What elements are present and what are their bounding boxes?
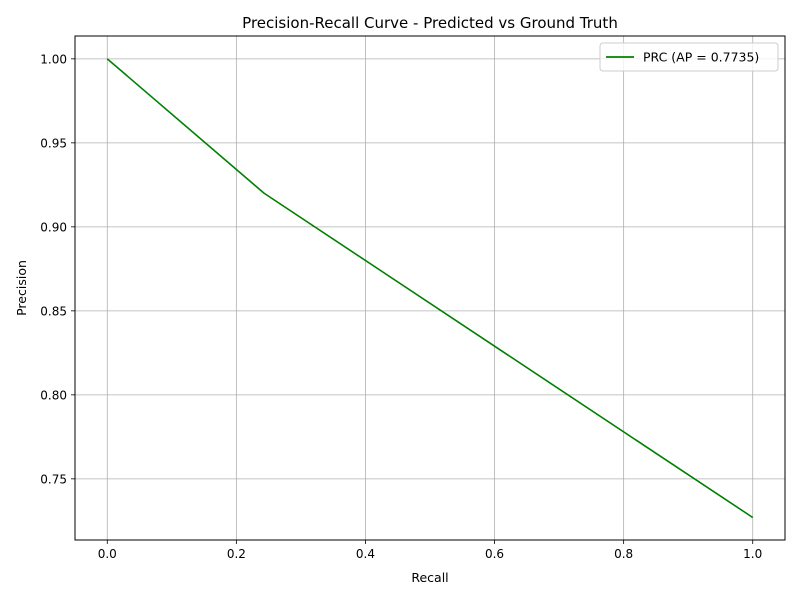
x-tick-label: 0.0 (98, 547, 117, 561)
chart-title: Precision-Recall Curve - Predicted vs Gr… (242, 14, 618, 32)
x-tick-label: 0.4 (356, 547, 375, 561)
legend: PRC (AP = 0.7735) (599, 42, 779, 72)
prc-series-line (106, 58, 754, 519)
grid (75, 36, 785, 540)
x-tick-label: 0.6 (485, 547, 504, 561)
y-tick-label: 0.75 (40, 472, 67, 486)
x-tick-label: 0.2 (227, 547, 246, 561)
y-tick-label: 1.00 (40, 52, 67, 66)
y-tick-label: 0.90 (40, 220, 67, 234)
y-tick-label: 0.80 (40, 388, 67, 402)
x-axis-label: Recall (411, 570, 448, 585)
series-layer (106, 58, 754, 519)
y-tick-label: 0.95 (40, 136, 67, 150)
y-axis-label: Precision (14, 260, 29, 316)
x-tick-label: 1.0 (743, 547, 762, 561)
plot-frame (74, 35, 786, 541)
ticks: 0.0 0.2 0.4 0.6 0.8 1.0 0.75 0.80 0.85 0.90 0.95 1.… (40, 52, 762, 561)
x-tick-label: 0.8 (614, 547, 633, 561)
y-tick-label: 0.85 (40, 304, 67, 318)
legend-box (599, 42, 779, 72)
legend-label: PRC (AP = 0.7735) (643, 50, 759, 65)
